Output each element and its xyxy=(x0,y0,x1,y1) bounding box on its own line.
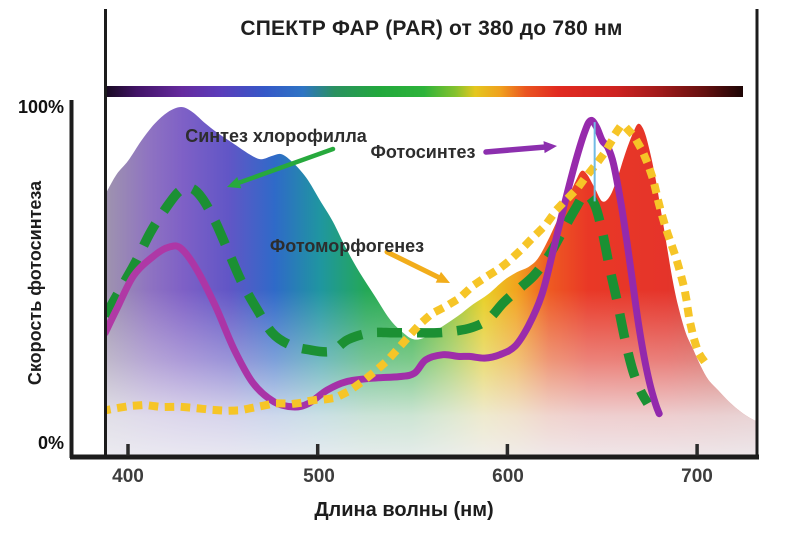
y-axis-100-label: 100% xyxy=(17,97,64,117)
photomorphogenesis-arrow xyxy=(384,249,450,283)
plot-area xyxy=(104,107,758,457)
x-tick-400: 400 xyxy=(112,466,144,487)
photosynthesis-arrow xyxy=(483,141,557,155)
chart-title: СПЕКТР ФАР (PAR) от 380 до 780 нм xyxy=(240,17,623,40)
y-axis-0-label: 0% xyxy=(37,433,64,453)
x-tick-600: 600 xyxy=(492,466,524,487)
x-tick-500: 500 xyxy=(303,466,335,487)
annotation-photomorphogenesis-label: Фотоморфогенез xyxy=(269,236,425,256)
visible-spectrum-bar xyxy=(105,86,743,97)
x-tick-700: 700 xyxy=(681,466,713,487)
annotation-photosynthesis-label: Фотосинтез xyxy=(370,142,476,162)
y-axis-title: Скорость фотосинтеза xyxy=(25,180,45,386)
photosynthesis-curve xyxy=(104,116,663,418)
chlorophyll-arrow xyxy=(227,146,336,189)
annotation-chlorophyll-label: Синтез хлорофилла xyxy=(185,126,367,146)
x-axis-title: Длина волны (нм) xyxy=(314,499,494,521)
chlorophyll-synthesis-curve xyxy=(104,182,652,407)
area-bottom-fade xyxy=(105,107,758,457)
